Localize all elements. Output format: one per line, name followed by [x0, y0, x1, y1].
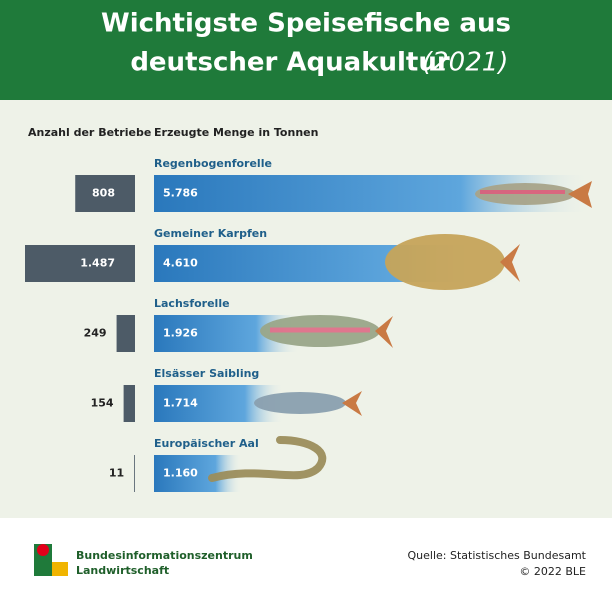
value-label: 1.160: [163, 467, 198, 480]
column-header: Anzahl der Betriebe: [28, 126, 151, 139]
value-label: 4.610: [163, 257, 198, 270]
bar: [123, 385, 135, 422]
category-label: Regenbogenforelle: [154, 157, 272, 170]
footer-band: [0, 518, 612, 600]
value-label: 1.926: [163, 327, 198, 340]
fish-illustrations: [208, 181, 592, 482]
column-header: Erzeugte Menge in Tonnen: [154, 126, 318, 139]
bar: [116, 315, 135, 352]
chart-title-year: (2021): [422, 48, 508, 78]
source: Quelle: Statistisches Bundesamt: [408, 549, 587, 562]
copyright: © 2022 BLE: [519, 565, 586, 578]
value-label: 808: [92, 187, 115, 200]
category-label: Europäischer Aal: [154, 437, 259, 450]
logo: [34, 544, 68, 576]
value-label: 1.487: [80, 257, 115, 270]
logo-text: Landwirtschaft: [76, 564, 169, 577]
category-label: Elsässer Saibling: [154, 367, 259, 380]
bar: [25, 245, 135, 282]
value-label: 1.714: [163, 397, 198, 410]
bar: [134, 455, 135, 492]
chart-title: Wichtigste Speisefische aus: [101, 9, 511, 39]
header-band: [0, 0, 612, 100]
bar: [75, 175, 135, 212]
category-label: Gemeiner Karpfen: [154, 227, 267, 240]
value-label: 249: [84, 327, 107, 340]
chart-background: [0, 100, 612, 518]
category-label: Lachsforelle: [154, 297, 230, 310]
value-label: 154: [91, 397, 114, 410]
logo-text: Bundesinformationszentrum: [76, 549, 253, 562]
value-label: 5.786: [163, 187, 198, 200]
value-label: 11: [109, 467, 124, 480]
chart-title: deutscher Aquakultur: [130, 48, 450, 78]
